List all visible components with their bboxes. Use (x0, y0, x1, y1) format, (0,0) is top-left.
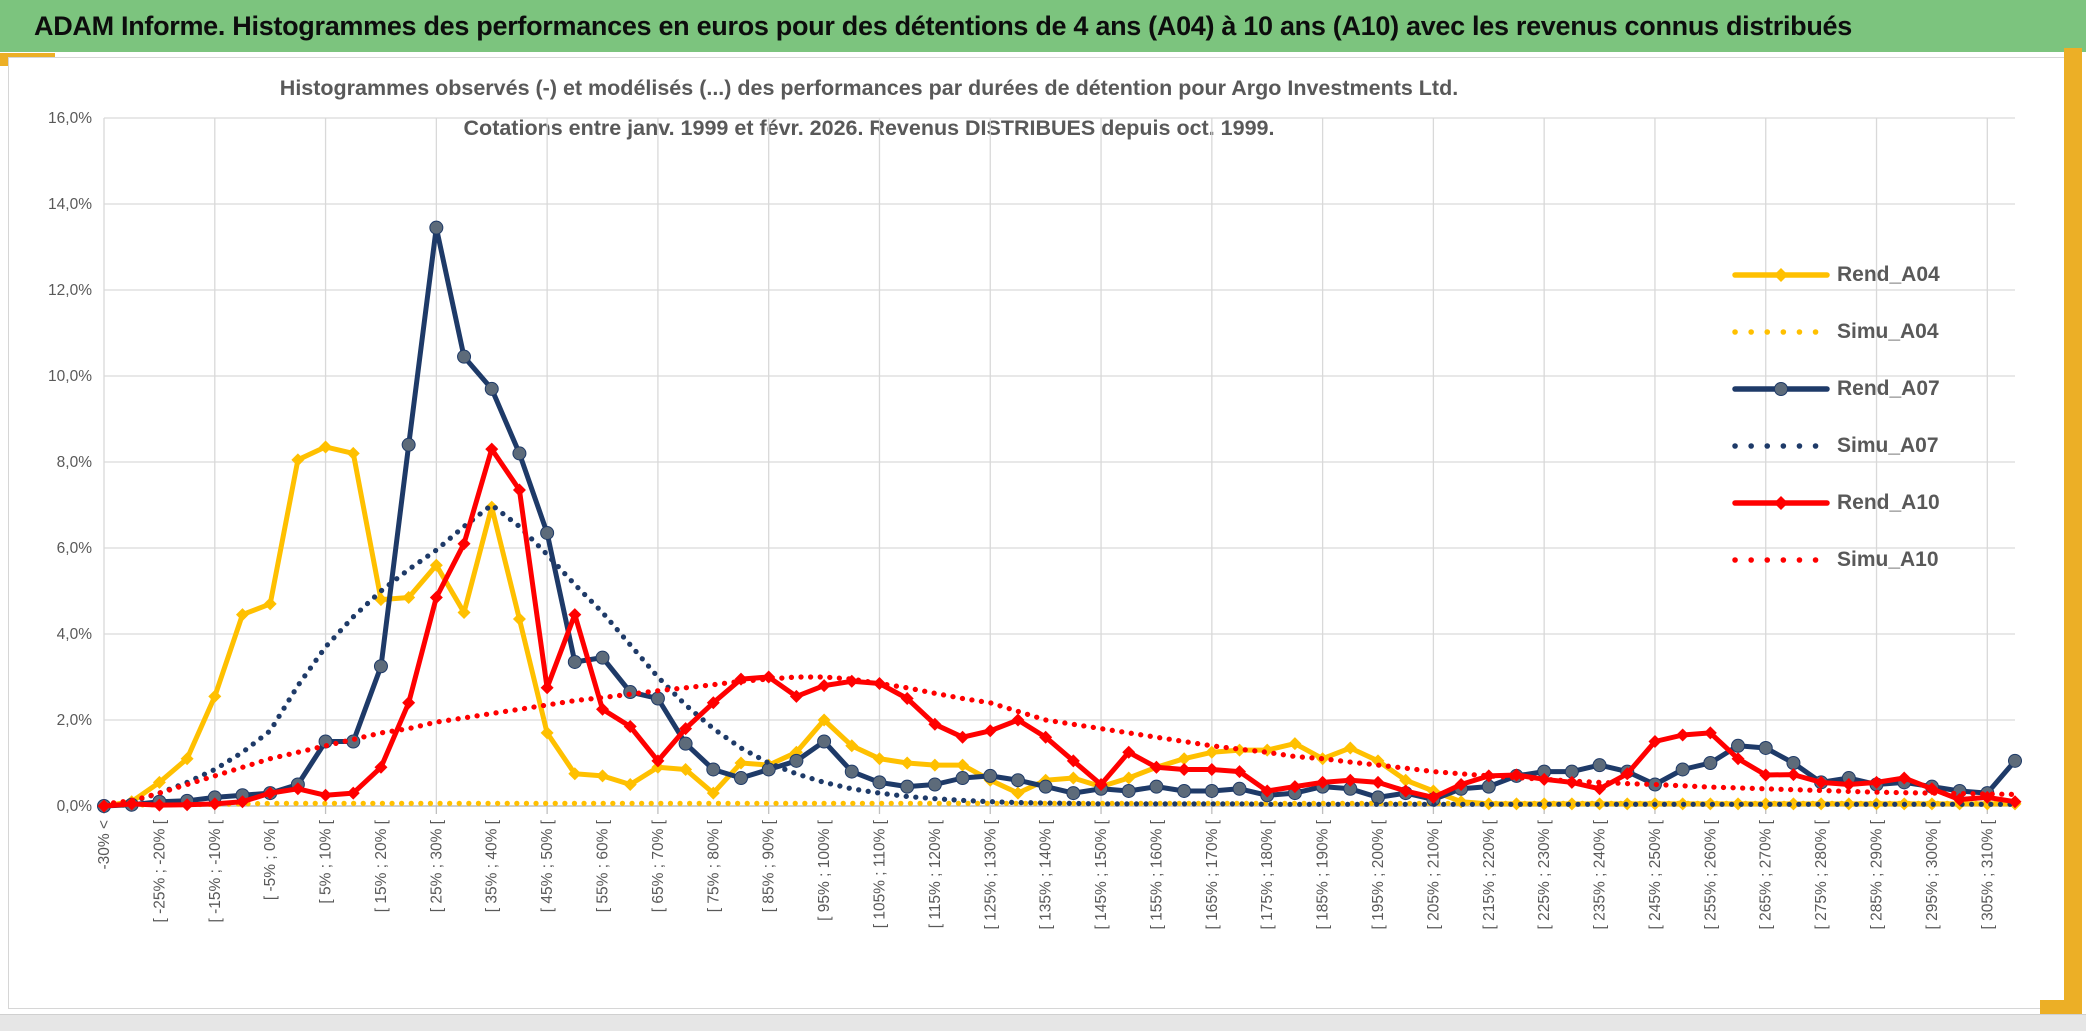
svg-text:[ 35% ; 40% [: [ 35% ; 40% [ (484, 819, 501, 912)
legend-item-Simu_A10[interactable]: Simu_A10 (1731, 548, 2061, 572)
svg-text:[ 25% ; 30% [: [ 25% ; 30% [ (428, 819, 445, 912)
legend-swatch-Rend_A07 (1732, 382, 1830, 396)
svg-text:[ 245% ; 250% [: [ 245% ; 250% [ (1647, 819, 1664, 929)
svg-text:[ 105% ; 110% [: [ 105% ; 110% [ (871, 819, 888, 928)
svg-text:[ 65% ; 70% [: [ 65% ; 70% [ (650, 819, 667, 912)
legend-item-Simu_A04[interactable]: Simu_A04 (1731, 320, 2061, 344)
svg-text:[ 125% ; 130% [: [ 125% ; 130% [ (982, 819, 999, 929)
svg-text:[ 145% ; 150% [: [ 145% ; 150% [ (1093, 819, 1110, 929)
legend-swatch-Simu_A04 (1732, 329, 1830, 335)
legend-swatch-Rend_A04 (1732, 268, 1830, 282)
svg-text:[ 15% ; 20% [: [ 15% ; 20% [ (373, 819, 390, 912)
svg-text:[ 265% ; 270% [: [ 265% ; 270% [ (1758, 819, 1775, 929)
x-axis-labels: -30% < [ -25% ; -20% [ [ -15% ; -10% [ [ -5… (96, 819, 1996, 929)
svg-text:[ 75% ; 80% [: [ 75% ; 80% [ (705, 819, 722, 912)
svg-text:[ 85% ; 90% [: [ 85% ; 90% [ (761, 819, 778, 912)
legend-label-Rend_A07: Rend_A07 (1837, 377, 1940, 400)
legend-label-Simu_A04: Simu_A04 (1837, 320, 1939, 343)
plot-area: 16,0% 14,0% 12,0% 10,0% 8,0% 6,0% 4,0% 2,0% 0,0%… (48, 110, 2022, 929)
svg-text:10,0%: 10,0% (48, 368, 92, 385)
series-Simu_A07 (101, 502, 2018, 807)
chart-title: Histogrammes observés (-) et modélisés (… (119, 76, 1619, 141)
legend-item-Rend_A04[interactable]: Rend_A04 (1731, 263, 2061, 287)
svg-text:[ 215% ; 220% [: [ 215% ; 220% [ (1481, 819, 1498, 929)
gold-accent-right (2064, 48, 2082, 1014)
banner-title: ADAM Informe. Histogrammes des performan… (34, 10, 1852, 41)
svg-text:[ 5% ; 10% [: [ 5% ; 10% [ (318, 819, 335, 903)
svg-text:[ 95% ; 100% [: [ 95% ; 100% [ (816, 819, 833, 921)
gridlines (103, 117, 2015, 806)
svg-text:0,0%: 0,0% (57, 798, 93, 815)
svg-text:[ 45% ; 50% [: [ 45% ; 50% [ (539, 819, 556, 912)
svg-text:[ 305% ; 310% [: [ 305% ; 310% [ (1979, 819, 1996, 929)
svg-text:[ 295% ; 300% [: [ 295% ; 300% [ (1924, 819, 1941, 929)
svg-text:8,0%: 8,0% (57, 454, 93, 471)
svg-text:[ -25% ; -20% [: [ -25% ; -20% [ (151, 819, 168, 922)
svg-text:[ 155% ; 160% [: [ 155% ; 160% [ (1148, 819, 1165, 929)
svg-text:[ 175% ; 180% [: [ 175% ; 180% [ (1259, 819, 1276, 929)
series-Simu_A04 (101, 800, 2018, 808)
chart-title-line2: Cotations entre janv. 1999 et févr. 2026… (463, 116, 1275, 140)
legend-label-Simu_A07: Simu_A07 (1837, 434, 1939, 457)
svg-text:14,0%: 14,0% (48, 196, 92, 213)
svg-text:2,0%: 2,0% (57, 712, 93, 729)
legend-swatch-Simu_A10 (1732, 557, 1830, 563)
svg-text:16,0%: 16,0% (48, 110, 92, 127)
gold-accent-corner (2040, 1000, 2082, 1014)
y-axis-labels: 16,0% 14,0% 12,0% 10,0% 8,0% 6,0% 4,0% 2,0% 0,0% (48, 110, 92, 815)
svg-text:[ 225% ; 230% [: [ 225% ; 230% [ (1536, 819, 1553, 929)
x-axis (103, 805, 2015, 814)
svg-text:[ 165% ; 170% [: [ 165% ; 170% [ (1204, 819, 1221, 929)
svg-text:-30% <: -30% < (96, 820, 113, 870)
svg-text:[ -5% ; 0% [: [ -5% ; 0% [ (262, 819, 279, 900)
svg-text:12,0%: 12,0% (48, 282, 92, 299)
svg-text:[ 205% ; 210% [: [ 205% ; 210% [ (1425, 819, 1442, 929)
svg-text:[ 185% ; 190% [: [ 185% ; 190% [ (1315, 819, 1332, 929)
legend-item-Rend_A07[interactable]: Rend_A07 (1731, 377, 2061, 401)
svg-text:[ 115% ; 120% [: [ 115% ; 120% [ (927, 819, 944, 928)
legend-label-Simu_A10: Simu_A10 (1837, 548, 1939, 571)
svg-text:6,0%: 6,0% (57, 540, 93, 557)
chart-title-line1: Histogrammes observés (-) et modélisés (… (279, 76, 1459, 100)
legend-item-Simu_A07[interactable]: Simu_A07 (1731, 434, 2061, 458)
svg-text:[ 255% ; 260% [: [ 255% ; 260% [ (1702, 819, 1719, 929)
legend-swatch-Simu_A07 (1732, 443, 1830, 449)
svg-text:[ 135% ; 140% [: [ 135% ; 140% [ (1038, 819, 1055, 929)
svg-text:[ 235% ; 240% [: [ 235% ; 240% [ (1592, 819, 1609, 929)
svg-text:[ 285% ; 290% [: [ 285% ; 290% [ (1869, 819, 1886, 929)
series-Simu_A10 (101, 674, 2018, 807)
svg-text:[ -15% ; -10% [: [ -15% ; -10% [ (207, 819, 224, 922)
legend-item-Rend_A10[interactable]: Rend_A10 (1731, 491, 2061, 515)
legend-label-Rend_A04: Rend_A04 (1837, 263, 1940, 286)
svg-text:[ 55% ; 60% [: [ 55% ; 60% [ (595, 819, 612, 912)
svg-text:4,0%: 4,0% (57, 626, 93, 643)
legend: Rend_A04 Simu_A04 Rend_A07 Simu_A07 Rend_A10… (1731, 263, 2061, 605)
bottom-bar (0, 1014, 2086, 1031)
title-banner: ADAM Informe. Histogrammes des performan… (0, 0, 2086, 52)
svg-text:[ 195% ; 200% [: [ 195% ; 200% [ (1370, 819, 1387, 929)
legend-swatch-Rend_A10 (1732, 496, 1830, 510)
chart-object[interactable]: Histogrammes observés (-) et modélisés (… (8, 57, 2066, 1009)
legend-label-Rend_A10: Rend_A10 (1837, 491, 1940, 514)
svg-text:[ 275% ; 280% [: [ 275% ; 280% [ (1813, 819, 1830, 929)
